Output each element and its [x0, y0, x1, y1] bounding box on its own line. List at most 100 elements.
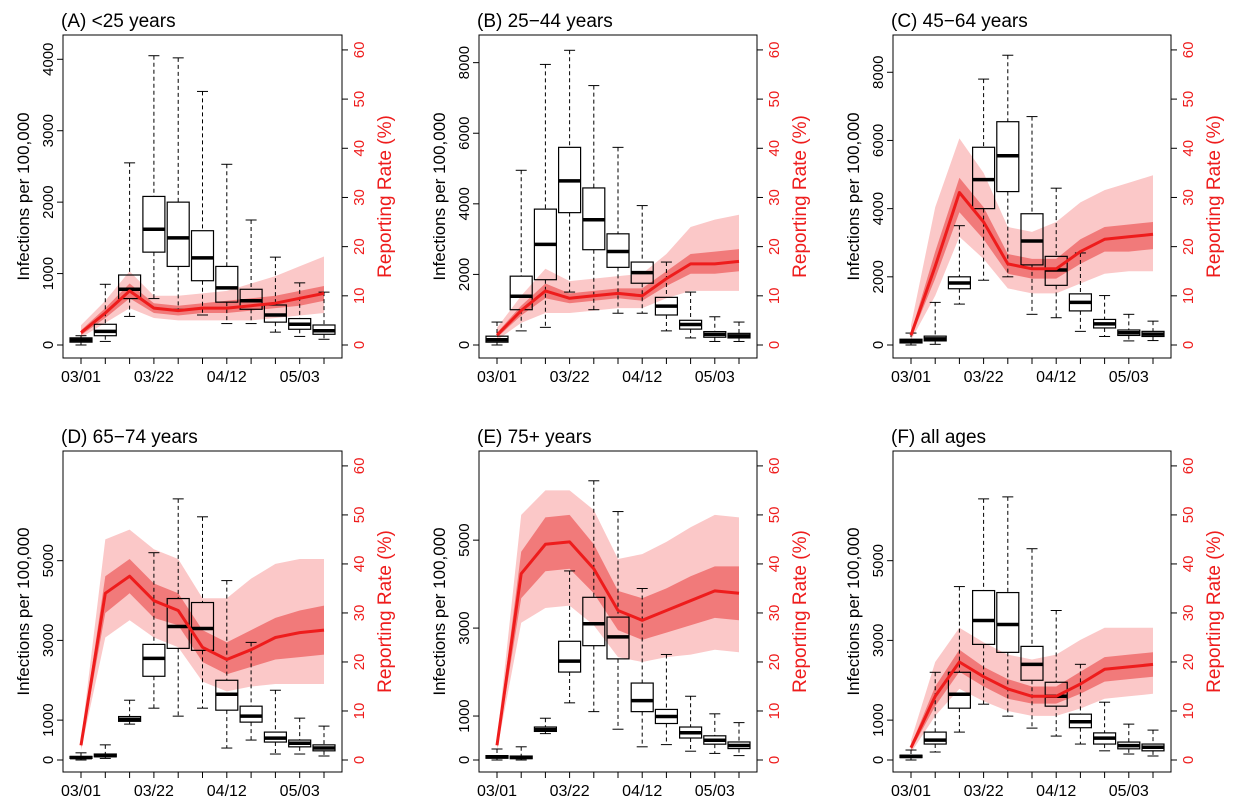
y-tick-label: 4000 [456, 187, 473, 220]
y-tick-label: 5000 [456, 523, 473, 556]
boxplot-8 [654, 653, 679, 746]
y2-tick-label: 20 [351, 238, 368, 255]
x-tick-label: 03/01 [61, 369, 101, 386]
y2-tick-label: 40 [351, 556, 368, 573]
x-tick-label: 04/12 [1036, 369, 1076, 386]
box [630, 682, 654, 713]
boxplot-4 [142, 55, 166, 300]
boxplot-4 [142, 552, 166, 709]
boxplot-8 [239, 219, 263, 325]
boxplot-8 [239, 641, 263, 741]
y-tick-label: 5000 [40, 544, 57, 577]
rate-mean-line [79, 574, 325, 746]
y2-tick-label: 50 [1180, 91, 1197, 108]
panel-title: (E) 75+ years [477, 427, 592, 448]
boxplot-9 [263, 256, 287, 333]
boxplot-6 [606, 146, 630, 314]
rate-inner-band [911, 177, 1153, 338]
y2-tick-label: 40 [766, 140, 783, 157]
y2-tick-label: 40 [1180, 556, 1197, 573]
x-tick-label: 03/22 [964, 369, 1004, 386]
y-tick-label: 3000 [456, 611, 473, 644]
x-tick-label: 03/01 [891, 783, 931, 800]
y-tick-label: 0 [40, 341, 57, 349]
y-axis-label: Infections per 100,000 [14, 527, 33, 695]
rate-inner-band [911, 649, 1153, 751]
y2-tick-label: 0 [766, 341, 783, 349]
y2-tick-label: 10 [351, 287, 368, 304]
boxplot-1 [69, 752, 93, 761]
x-tick-label: 05/03 [280, 369, 320, 386]
y2-tick-label: 0 [351, 756, 368, 764]
y2-axis-label: Reporting Rate (%) [1204, 115, 1225, 278]
boxplot-7 [215, 163, 239, 325]
boxplot-11 [312, 291, 336, 340]
y2-tick-label: 30 [351, 189, 368, 206]
boxplot-7 [630, 588, 654, 748]
y2-tick-label: 50 [766, 507, 783, 524]
boxplot-9 [678, 695, 703, 752]
rate-mean-line [495, 259, 740, 337]
y-axis-label: Infections per 100,000 [844, 112, 863, 280]
y-tick-label: 3000 [40, 624, 57, 657]
box [117, 274, 142, 300]
y-tick-label: 6000 [456, 117, 473, 150]
y-tick-label: 8000 [870, 56, 887, 89]
box [557, 640, 582, 673]
x-tick-label: 05/03 [695, 369, 735, 386]
y2-tick-label: 60 [1180, 42, 1197, 59]
boxplot-4 [557, 49, 582, 293]
y2-tick-label: 60 [351, 458, 368, 475]
y2-tick-label: 20 [1180, 238, 1197, 255]
boxplot-9 [1092, 295, 1117, 337]
y-tick-label: 5000 [870, 544, 887, 577]
x-tick-label: 05/03 [280, 783, 320, 800]
y2-tick-label: 50 [351, 91, 368, 108]
panel-title: (F) all ages [891, 427, 986, 448]
x-tick-label: 03/22 [964, 783, 1004, 800]
y-tick-label: 0 [456, 756, 473, 764]
panel-title: (B) 25−44 years [477, 11, 613, 32]
x-tick-label: 04/12 [622, 369, 662, 386]
box [142, 195, 166, 253]
y-tick-label: 2000 [40, 185, 57, 218]
boxplot-6 [1020, 548, 1044, 729]
panel-5: (E) 75+ years 0 1000 3000 5000 0 10 20 30 40 50 60 I… [430, 427, 811, 800]
boxplot-2 [93, 744, 117, 759]
panel-title: (C) 45−64 years [891, 11, 1028, 32]
y2-tick-label: 30 [1180, 189, 1197, 206]
box [996, 591, 1020, 653]
box [582, 596, 606, 647]
boxplot-10 [288, 717, 312, 755]
boxplot-2 [93, 283, 117, 342]
boxplot-3 [533, 63, 558, 328]
y2-tick-label: 10 [1180, 287, 1197, 304]
y-tick-label: 0 [40, 756, 57, 764]
y2-tick-label: 0 [1180, 341, 1197, 349]
rate-outer-band [911, 138, 1153, 341]
boxplot-6 [606, 511, 630, 730]
boxplot-2 [923, 301, 947, 345]
x-tick-label: 05/03 [1109, 369, 1149, 386]
box [239, 705, 263, 723]
boxplot-7 [215, 580, 239, 749]
boxplot-10 [1117, 723, 1141, 755]
boxplot-11 [1141, 729, 1165, 757]
panel-2: (B) 25−44 years 0 2000 4000 6000 8000 0 10 20 30 4… [430, 11, 811, 386]
x-tick-label: 04/12 [207, 369, 247, 386]
panel-3: (C) 45−64 years 0 2000 4000 6000 8000 0 10 20 30 4… [844, 11, 1225, 386]
boxplot-1 [485, 748, 509, 761]
y2-tick-label: 50 [351, 507, 368, 524]
y2-tick-label: 20 [766, 654, 783, 671]
boxplot-10 [1117, 313, 1141, 342]
boxplot-4 [971, 498, 996, 705]
boxplot-1 [69, 335, 93, 346]
box [166, 201, 190, 268]
x-tick-label: 04/12 [622, 783, 662, 800]
y-tick-label: 4000 [870, 192, 887, 225]
y2-tick-label: 30 [351, 605, 368, 622]
x-tick-label: 03/22 [550, 369, 590, 386]
rate-mean-line [909, 660, 1154, 749]
y2-axis-label: Reporting Rate (%) [1204, 530, 1225, 693]
